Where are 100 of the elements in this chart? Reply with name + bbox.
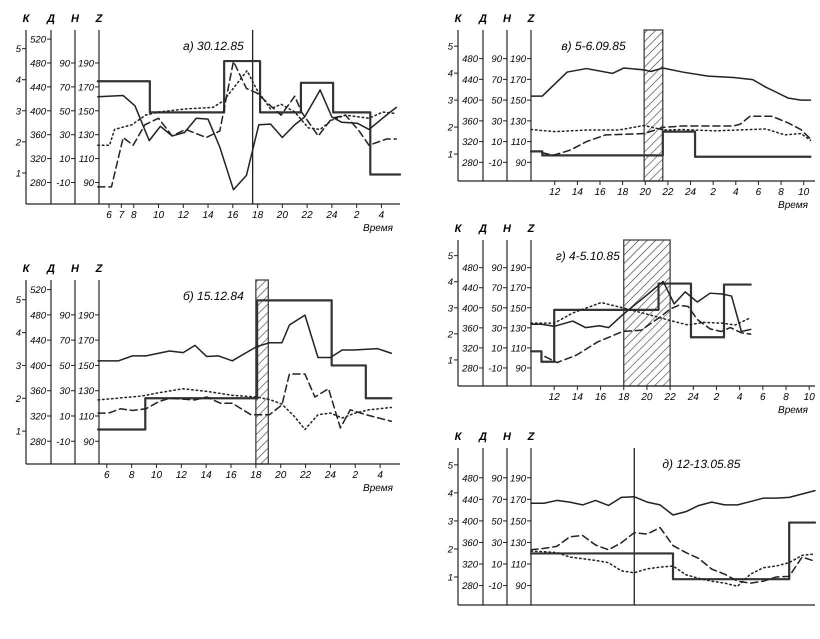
y3-tick-label: -10 xyxy=(488,581,503,592)
text: Z xyxy=(526,13,536,25)
y3-tick-label: 10 xyxy=(59,154,71,166)
y2-tick-label: 440 xyxy=(462,74,479,86)
annotation: 150 xyxy=(78,106,95,118)
text: Z xyxy=(526,223,536,235)
y2-tick-label: 400 xyxy=(462,516,479,528)
y2-tick-label: 520 xyxy=(30,285,47,296)
annotation: 170 xyxy=(510,74,527,86)
x-tick-label: 12 xyxy=(549,187,561,198)
x-tick-label: 14 xyxy=(200,470,212,481)
y2-axis-title: Д xyxy=(478,431,488,443)
y3-axis-title: Н xyxy=(503,431,512,443)
text: а) 30.12.85 xyxy=(183,39,244,53)
x-tick-label: 10 xyxy=(804,392,816,403)
y-axis-title: К xyxy=(454,223,463,235)
x-tick-label: 16 xyxy=(225,470,238,481)
y-tick-label: 1 xyxy=(448,150,453,161)
y-tick-label: 4 xyxy=(448,68,453,80)
y2-tick-label: 360 xyxy=(30,130,47,142)
y3-tick-label: -10 xyxy=(56,178,71,189)
y2-tick-label: 320 xyxy=(30,154,47,166)
y3-tick-label: 10 xyxy=(491,137,503,148)
annotation: 150 xyxy=(510,303,527,314)
annotation: 190 xyxy=(510,263,527,274)
annotation: 190 xyxy=(78,310,95,322)
x-tick-label: 22 xyxy=(300,210,314,221)
x-tick-label: 8 xyxy=(128,470,135,481)
y2-tick-label: 400 xyxy=(462,303,479,314)
x-tick-label: 14 xyxy=(202,210,214,221)
y3-tick-label: 10 xyxy=(59,411,71,422)
y3-tick-label: 30 xyxy=(59,386,71,398)
y2-tick-label: 320 xyxy=(462,137,479,148)
y-tick-label: 1 xyxy=(16,168,21,180)
x-tick-label: 16 xyxy=(594,187,606,198)
x-tick-label: 2 xyxy=(352,210,360,221)
y2-tick-label: 280 xyxy=(29,436,47,448)
x-tick-label: 18 xyxy=(617,187,629,198)
annotation: 130 xyxy=(510,538,527,549)
x-tick-label: 2 xyxy=(351,470,358,481)
y3-tick-label: 70 xyxy=(491,283,503,294)
annotation: 130 xyxy=(78,386,95,398)
y3-tick-label: 10 xyxy=(491,343,503,354)
annotation: 90 xyxy=(515,158,527,169)
x-tick-label: 22 xyxy=(664,392,676,403)
y3-tick-label: 70 xyxy=(59,82,71,94)
x-tick-label: 16 xyxy=(227,210,239,221)
x-tick-label: 20 xyxy=(274,470,287,481)
y2-tick-label: 360 xyxy=(462,538,479,549)
annotation: 150 xyxy=(510,516,527,528)
y-tick-label: 4 xyxy=(16,75,21,86)
annotation: 130 xyxy=(510,323,527,334)
y3-tick-label: 50 xyxy=(491,516,503,528)
x-tick-label: 2 xyxy=(709,187,716,198)
y2-tick-label: 440 xyxy=(30,336,47,347)
y2-tick-label: 440 xyxy=(462,283,479,294)
annotation: 150 xyxy=(78,360,95,372)
y-tick-label: 5 xyxy=(448,42,454,53)
y2-tick-label: 320 xyxy=(462,560,479,571)
y-tick-label: 2 xyxy=(446,329,454,340)
y3-tick-label: 50 xyxy=(59,106,71,118)
y-tick-label: 4 xyxy=(448,277,453,288)
x-tick-label: 6 xyxy=(104,470,110,481)
x-tick-label: 6 xyxy=(106,210,112,221)
text: Z xyxy=(526,431,536,443)
y3-axis-title: Н xyxy=(503,13,512,25)
x-tick-label: 4 xyxy=(733,187,740,198)
x-axis-title: Время xyxy=(363,483,394,494)
y-tick-label: 3 xyxy=(448,516,454,528)
y-tick-label: 4 xyxy=(448,488,453,500)
x-tick-label: 8 xyxy=(778,187,784,198)
y-tick-label: 5 xyxy=(16,295,22,306)
x-tick-label: 18 xyxy=(618,392,630,403)
y3-tick-label: -10 xyxy=(488,363,503,374)
y2-tick-label: 480 xyxy=(30,310,47,322)
annotation: 150 xyxy=(510,96,527,107)
y2-tick-label: 480 xyxy=(462,54,479,66)
annotation: 90 xyxy=(83,436,95,448)
x-tick-label: 4 xyxy=(736,392,743,403)
y3-tick-label: -10 xyxy=(488,158,503,169)
y3-tick-label: 70 xyxy=(59,336,71,347)
x-tick-label: 14 xyxy=(572,392,584,403)
y-tick-label: 5 xyxy=(448,251,454,262)
x-tick-label: 4 xyxy=(378,210,385,221)
y3-tick-label: 30 xyxy=(59,130,71,142)
y-axis-title: К xyxy=(22,263,31,275)
x-tick-label: 6 xyxy=(756,187,762,198)
y-tick-label: 5 xyxy=(448,460,454,472)
x-tick-label: 24 xyxy=(324,470,336,481)
x-tick-label: 12 xyxy=(178,210,190,221)
annotation: 110 xyxy=(78,154,95,166)
x-tick-label: 10 xyxy=(798,187,810,198)
x-tick-label: 22 xyxy=(299,470,312,481)
text: в) 5-6.09.85 xyxy=(561,39,626,53)
x-tick-label: 10 xyxy=(150,470,162,481)
annotation: 170 xyxy=(510,494,527,506)
annotation: 190 xyxy=(78,58,95,70)
y3-tick-label: -10 xyxy=(56,436,71,448)
y2-tick-label: 360 xyxy=(462,116,479,128)
y2-axis-title: Д xyxy=(478,13,488,25)
